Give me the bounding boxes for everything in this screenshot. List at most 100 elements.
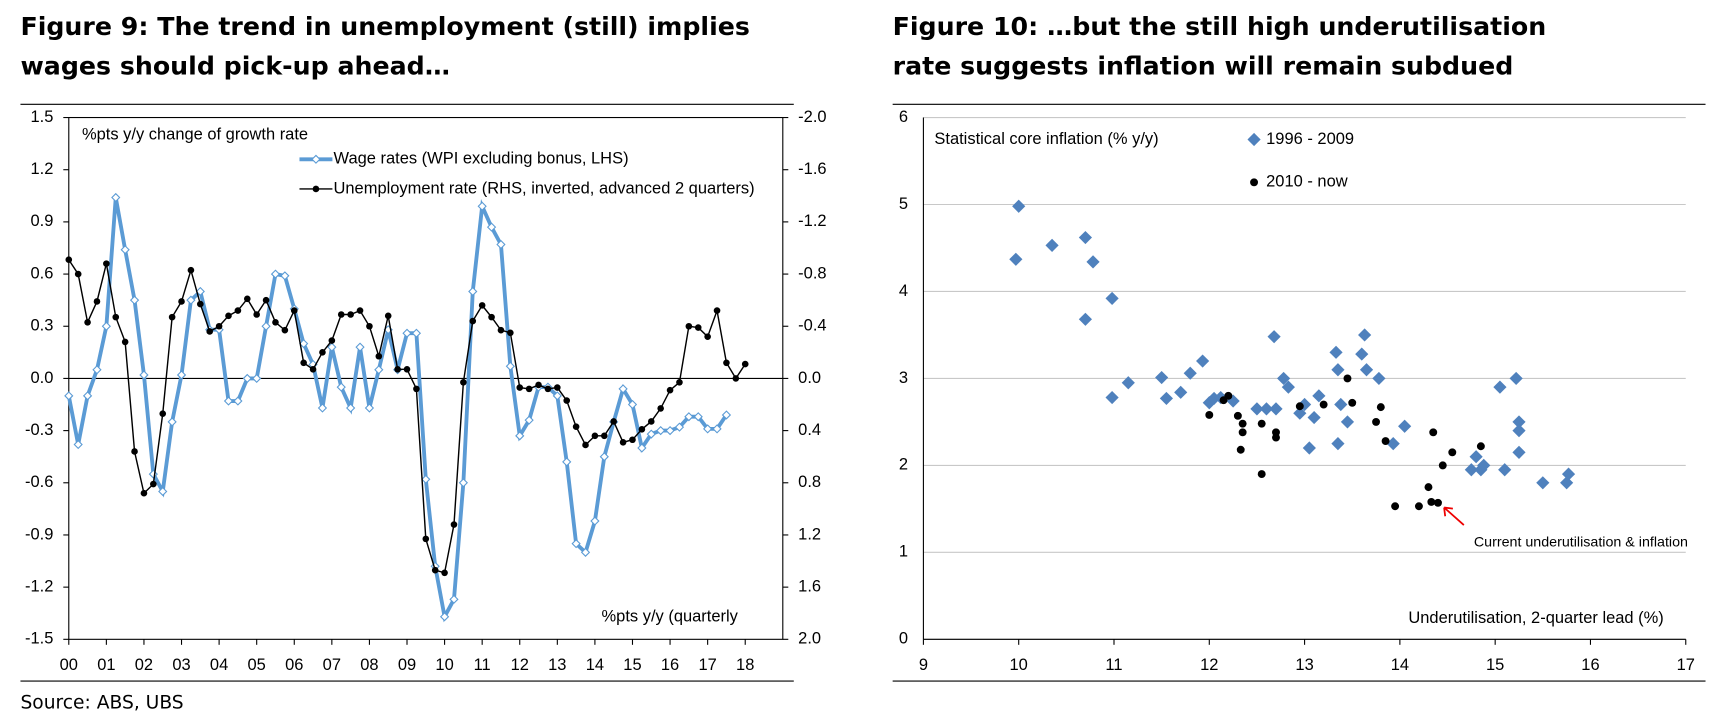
- marker: [468, 286, 478, 297]
- x-tick-label: 01: [97, 656, 115, 674]
- y2-tick-label: -0.4: [798, 317, 826, 335]
- y-tick-label: 3: [899, 369, 908, 387]
- point: [1429, 428, 1438, 437]
- marker: [197, 300, 204, 308]
- marker: [590, 516, 600, 526]
- marker: [103, 260, 110, 267]
- marker: [233, 396, 243, 406]
- marker: [243, 295, 251, 303]
- y2-tick-label: 0.4: [798, 421, 821, 439]
- marker: [64, 391, 74, 401]
- marker: [356, 307, 364, 314]
- point: [1438, 461, 1447, 470]
- marker: [535, 381, 542, 389]
- marker: [394, 366, 401, 373]
- point: [1560, 476, 1574, 490]
- point: [1414, 502, 1423, 511]
- marker: [270, 269, 281, 279]
- marker: [741, 360, 749, 368]
- legend-marker: [311, 154, 321, 164]
- marker: [120, 245, 130, 255]
- point: [1355, 347, 1369, 361]
- y-tick-label: 4: [899, 282, 908, 300]
- marker: [431, 566, 439, 574]
- marker: [411, 328, 422, 338]
- point: [1512, 424, 1526, 438]
- marker: [319, 349, 326, 356]
- marker: [242, 373, 252, 384]
- y2-tick-label: 1.2: [798, 525, 821, 543]
- marker: [253, 311, 260, 318]
- marker: [458, 478, 468, 488]
- marker: [693, 412, 703, 422]
- y2-tick-label: -0.8: [798, 264, 826, 282]
- marker: [73, 439, 83, 450]
- x-tick-label: 18: [736, 656, 754, 674]
- marker: [366, 322, 373, 330]
- x-tick-label: 16: [661, 656, 679, 674]
- legend-label: Unemployment rate (RHS, inverted, advanc…: [334, 179, 755, 197]
- marker: [150, 480, 157, 488]
- marker: [507, 329, 514, 337]
- marker: [187, 266, 195, 274]
- x-tick-label: 12: [511, 656, 529, 674]
- point: [1329, 345, 1343, 359]
- x-tick-label: 09: [398, 656, 416, 674]
- point: [1257, 419, 1266, 428]
- marker: [158, 486, 168, 497]
- marker: [422, 535, 430, 543]
- x-tick-label: 14: [586, 656, 604, 674]
- marker: [610, 418, 617, 425]
- marker: [505, 361, 515, 371]
- y-tick-label: 0.6: [31, 264, 54, 282]
- marker: [206, 328, 214, 335]
- point: [1078, 230, 1092, 245]
- marker: [272, 319, 279, 326]
- x-tick-label: 15: [623, 656, 641, 674]
- marker: [195, 286, 205, 297]
- marker: [121, 338, 129, 346]
- marker: [402, 328, 412, 338]
- marker: [176, 370, 187, 380]
- point: [1267, 330, 1281, 344]
- marker: [732, 375, 740, 382]
- marker: [676, 379, 683, 386]
- marker: [656, 425, 666, 436]
- series-line: [66, 197, 729, 623]
- marker: [665, 425, 675, 436]
- point: [1448, 448, 1457, 457]
- y-tick-label: -1.5: [25, 630, 53, 648]
- marker: [563, 397, 571, 404]
- point: [1398, 419, 1412, 433]
- point: [1477, 458, 1491, 472]
- marker: [582, 441, 589, 449]
- x-tick-label: 10: [435, 656, 453, 674]
- y-tick-label: 0.0: [31, 369, 54, 387]
- x-tick-label: 11: [474, 656, 491, 674]
- marker: [449, 594, 459, 604]
- point: [1312, 389, 1326, 403]
- point: [1224, 391, 1233, 400]
- marker: [646, 429, 656, 439]
- marker: [572, 423, 580, 430]
- point: [1512, 445, 1526, 459]
- marker: [562, 457, 572, 467]
- y-tick-label: 1.5: [31, 108, 54, 126]
- point: [1236, 445, 1245, 454]
- point: [1159, 391, 1173, 406]
- marker: [591, 432, 599, 440]
- point: [1561, 467, 1576, 481]
- x-axis-label: Underutilisation, 2-quarter lead (%): [1408, 609, 1663, 627]
- point: [1391, 502, 1400, 511]
- marker: [374, 365, 384, 375]
- marker: [478, 302, 486, 309]
- x-tick-label: 10: [1010, 656, 1028, 674]
- source: Source: ABS, UBS: [20, 693, 183, 714]
- point: [1281, 380, 1295, 394]
- marker: [129, 295, 140, 305]
- x-tick-label: 06: [285, 656, 303, 674]
- x-tick-label: 07: [323, 656, 341, 674]
- chart-title: Figure 9: The trend in unemployment (sti…: [20, 12, 749, 81]
- marker: [704, 333, 711, 340]
